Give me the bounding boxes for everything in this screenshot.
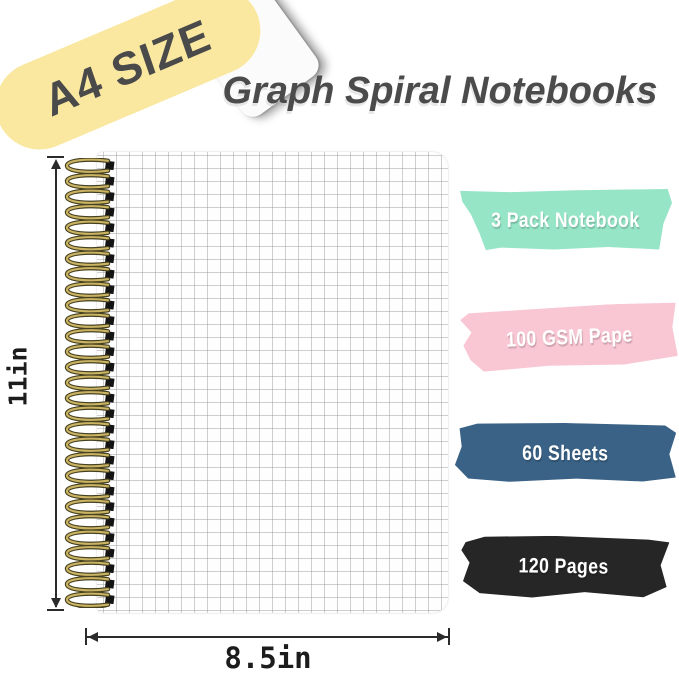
width-dimension-cap-left — [85, 628, 87, 645]
notebook-graph-paper — [97, 152, 448, 613]
arrow-left-icon — [88, 632, 98, 642]
feature-tape-pack-count-label: 3 Pack Notebook — [490, 208, 640, 232]
height-dimension-line — [55, 161, 57, 607]
arrow-right-icon — [437, 632, 447, 642]
feature-tape-page-count-label: 120 Pages — [518, 554, 610, 579]
page-title: Graph Spiral Notebooks — [222, 70, 658, 112]
spiral-binding-icon — [64, 158, 116, 608]
arrow-down-icon — [51, 598, 61, 608]
feature-tape-page-count: 120 Pages — [459, 535, 670, 600]
width-dimension-cap-right — [448, 628, 450, 645]
feature-tape-sheet-count-label: 60 Sheets — [522, 441, 609, 465]
feature-tape-pack-count: 3 Pack Notebook — [460, 189, 672, 251]
feature-tape-paper-weight-label: 100 GSM Pape — [505, 323, 633, 352]
feature-tape-sheet-count: 60 Sheets — [455, 422, 676, 485]
size-badge-label: A4 SIZE — [38, 8, 218, 127]
height-dimension-label: 11in — [3, 346, 33, 407]
arrow-up-icon — [51, 159, 61, 169]
height-dimension-cap-bottom — [47, 609, 64, 611]
width-dimension-line — [87, 636, 448, 638]
height-dimension-cap-top — [47, 156, 64, 158]
feature-tape-paper-weight: 100 GSM Pape — [460, 302, 678, 375]
width-dimension-label: 8.5in — [224, 641, 312, 673]
